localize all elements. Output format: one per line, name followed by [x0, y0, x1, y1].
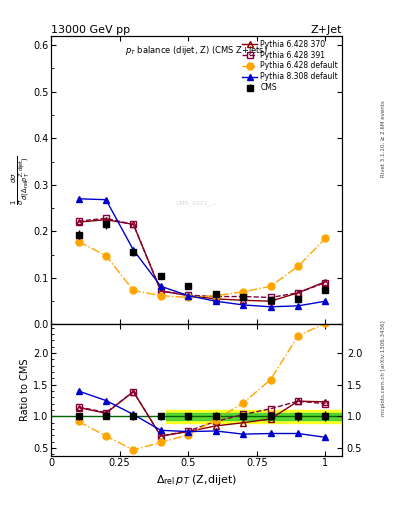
Text: mcplots.cern.ch [arXiv:1306.3436]: mcplots.cern.ch [arXiv:1306.3436] — [381, 321, 386, 416]
Pythia 6.428 default — [131, 287, 136, 293]
Pythia 6.428 391 — [131, 221, 136, 227]
Pythia 8.308 default — [213, 298, 218, 304]
Text: 13000 GeV pp: 13000 GeV pp — [51, 25, 130, 35]
Line: Pythia 8.308 default: Pythia 8.308 default — [75, 195, 329, 310]
Y-axis label: $\frac{1}{\sigma}\frac{d\sigma}{d(\Delta_\mathrm{rel}p_T^{Z,\mathrm{dijet}})}$: $\frac{1}{\sigma}\frac{d\sigma}{d(\Delta… — [9, 156, 31, 205]
Pythia 6.428 370 — [296, 290, 300, 296]
Legend: Pythia 6.428 370, Pythia 6.428 391, Pythia 6.428 default, Pythia 8.308 default, : Pythia 6.428 370, Pythia 6.428 391, Pyth… — [241, 38, 340, 94]
Line: Pythia 6.428 370: Pythia 6.428 370 — [75, 216, 329, 305]
Pythia 6.428 391 — [268, 294, 273, 301]
Pythia 6.428 391 — [76, 218, 81, 224]
Pythia 6.428 default — [186, 294, 191, 301]
Pythia 8.308 default — [296, 303, 300, 309]
Pythia 8.308 default — [323, 298, 328, 304]
Pythia 6.428 391 — [323, 280, 328, 286]
Pythia 6.428 391 — [241, 293, 246, 300]
Pythia 6.428 default — [268, 283, 273, 289]
Pythia 6.428 370 — [104, 217, 108, 223]
Pythia 6.428 370 — [158, 288, 163, 294]
Y-axis label: Ratio to CMS: Ratio to CMS — [20, 359, 30, 421]
Pythia 6.428 370 — [241, 297, 246, 303]
Pythia 6.428 default — [241, 289, 246, 295]
Text: $p_T$ balance (dijet, Z) (CMS Z+jets): $p_T$ balance (dijet, Z) (CMS Z+jets) — [125, 45, 268, 57]
Pythia 6.428 default — [323, 236, 328, 242]
Pythia 8.308 default — [76, 196, 81, 202]
Pythia 6.428 370 — [213, 296, 218, 302]
Pythia 8.308 default — [131, 247, 136, 253]
Text: Z+Jet: Z+Jet — [310, 25, 342, 35]
Pythia 6.428 default — [158, 292, 163, 298]
Pythia 8.308 default — [158, 283, 163, 289]
Pythia 8.308 default — [104, 197, 108, 203]
Pythia 6.428 default — [213, 292, 218, 298]
Pythia 6.428 370 — [323, 279, 328, 285]
Pythia 8.308 default — [186, 292, 191, 298]
Text: CMS_2021_...: CMS_2021_... — [176, 200, 217, 206]
Line: Pythia 6.428 default: Pythia 6.428 default — [75, 235, 329, 301]
Pythia 6.428 391 — [213, 293, 218, 300]
Pythia 6.428 default — [104, 252, 108, 259]
Pythia 6.428 370 — [186, 292, 191, 298]
Pythia 6.428 370 — [131, 221, 136, 227]
Pythia 6.428 391 — [158, 288, 163, 294]
Pythia 6.428 default — [296, 263, 300, 269]
Pythia 8.308 default — [268, 304, 273, 310]
X-axis label: $\Delta_\mathrm{rel}\,p_T$ (Z,dijet): $\Delta_\mathrm{rel}\,p_T$ (Z,dijet) — [156, 473, 237, 486]
Pythia 8.308 default — [241, 302, 246, 308]
Line: Pythia 6.428 391: Pythia 6.428 391 — [76, 216, 328, 300]
Pythia 6.428 391 — [186, 292, 191, 298]
Pythia 6.428 370 — [76, 219, 81, 225]
Pythia 6.428 391 — [296, 290, 300, 296]
Text: Rivet 3.1.10, ≥ 2.6M events: Rivet 3.1.10, ≥ 2.6M events — [381, 100, 386, 177]
Pythia 6.428 391 — [104, 215, 108, 221]
Pythia 6.428 370 — [268, 298, 273, 304]
Pythia 6.428 default — [76, 239, 81, 245]
